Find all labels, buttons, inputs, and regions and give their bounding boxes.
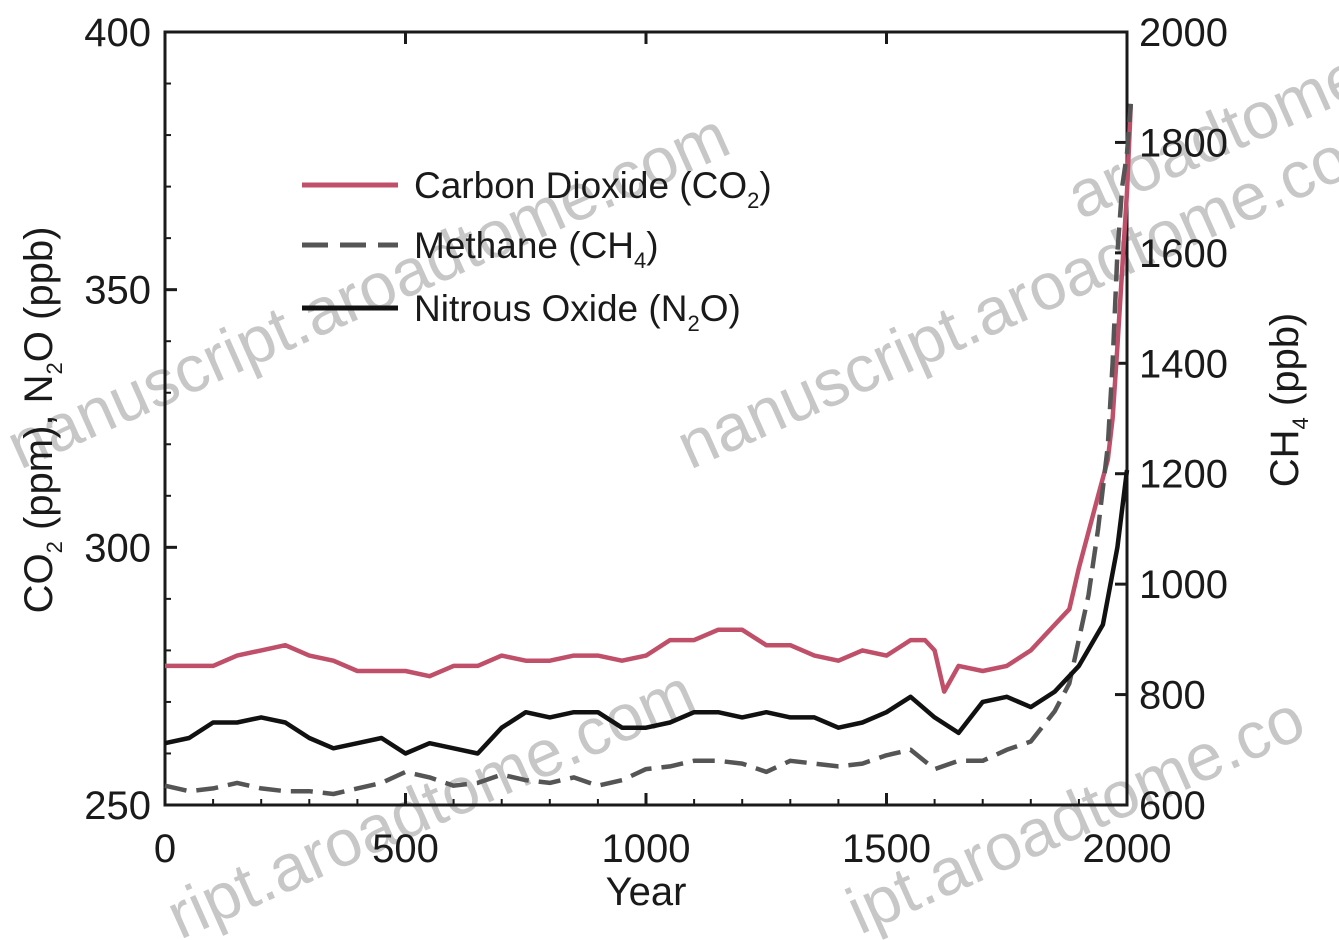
legend-label-n2o: Nitrous Oxide (N2O) [414,288,741,336]
y-right-tick-label: 600 [1139,784,1206,828]
n2o-line [164,469,1130,756]
y-left-tick-label: 350 [84,269,151,313]
x-tick-label: 1500 [842,827,931,871]
co2-line [165,104,1134,694]
y-left-tick-label: 400 [84,11,151,55]
y-right-tick-label: 2000 [1139,11,1228,55]
x-tick-label: 500 [372,827,439,871]
y-right-tick-label: 1400 [1139,342,1228,386]
series-layer [164,103,1134,797]
y-right-tick-label: 1600 [1139,232,1228,276]
y-left-tick-label: 300 [84,526,151,570]
y-right-tick-label: 800 [1139,674,1206,718]
x-axis-title: Year [606,870,687,914]
y-axis-left-title: CO2 (ppm), N2O (ppb) [17,227,67,614]
y-axis-right-title: CH4 (ppb) [1263,313,1313,488]
x-tick-label: 2000 [1083,827,1172,871]
axis-tick-labels: 0 500 1000 1500 2000 250 300 350 400 600 800 1000 12… [84,11,1228,871]
watermark-4: ipt.aroadtome.co [836,680,1315,940]
y-right-tick-label: 1000 [1139,563,1228,607]
y-right-tick-label: 1200 [1139,453,1228,497]
legend: Carbon Dioxide (CO2) Methane (CH4) Nitro… [302,165,772,336]
ch4-line [164,103,1134,797]
legend-label-ch4: Methane (CH4) [414,225,659,273]
axis-ticks [163,30,1129,807]
legend-label-co2: Carbon Dioxide (CO2) [414,165,772,213]
x-tick-label: 0 [154,827,176,871]
y-left-tick-label: 250 [84,784,151,828]
x-tick-label: 1000 [602,827,691,871]
y-right-tick-label: 1800 [1139,121,1228,165]
